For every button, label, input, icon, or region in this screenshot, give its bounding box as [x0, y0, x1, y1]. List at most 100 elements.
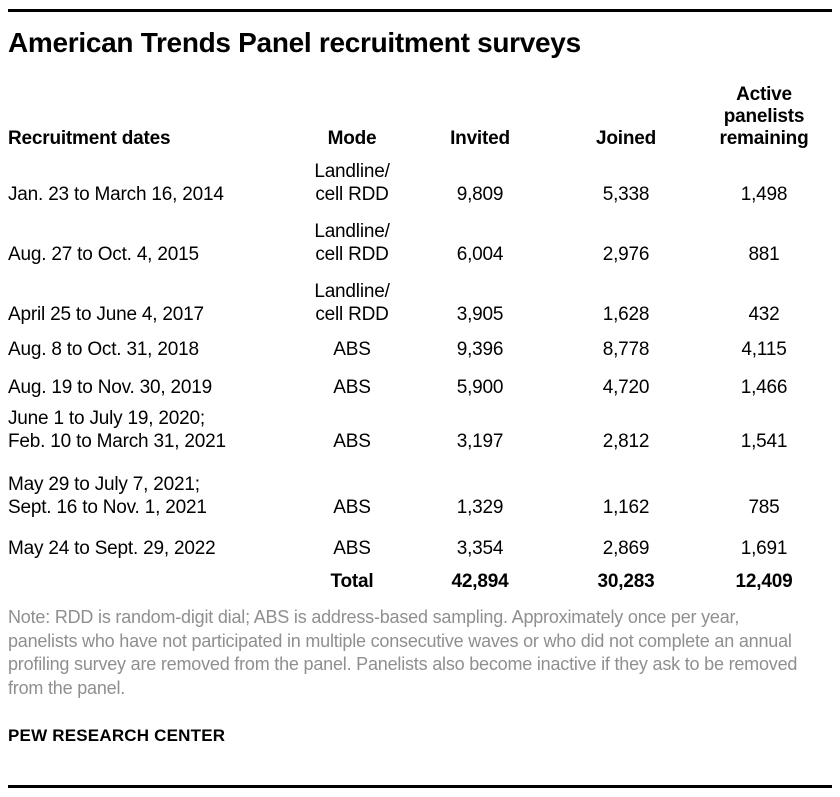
cell-mode-text: cell RDD — [315, 244, 389, 265]
cell-mode-text: Landline/ — [314, 281, 390, 302]
cell-remaining: 881 — [696, 243, 832, 266]
cell-joined-text: 1,162 — [602, 497, 650, 518]
cell-invited-text: 6,004 — [456, 244, 504, 265]
cell-mode: ABS — [300, 376, 404, 399]
cell-invited: 3,197 — [404, 430, 556, 453]
cell-invited: 1,329 — [404, 496, 556, 519]
table-row: Aug. 19 to Nov. 30, 2019 ABS 5,900 4,720 1,4… — [8, 361, 832, 399]
cell-mode-text: ABS — [333, 377, 371, 398]
header-recruitment-dates: Recruitment dates — [8, 128, 171, 149]
cell-remaining-text: 1,541 — [740, 431, 788, 452]
total-remaining: 12,409 — [735, 571, 793, 592]
header-active-panelists-remaining: Active panelists remaining — [696, 84, 832, 150]
cell-mode: ABS — [300, 537, 404, 560]
cell-invited: 9,809 — [404, 183, 556, 206]
cell-recruitment-dates: Aug. 19 to Nov. 30, 2019 — [8, 376, 300, 399]
table-row: Aug. 8 to Oct. 31, 2018 ABS 9,396 8,778 4,11… — [8, 326, 832, 361]
bottom-rule — [8, 785, 832, 788]
cell-mode-text: Landline/ — [314, 161, 390, 182]
cell-invited: 3,905 — [404, 303, 556, 326]
cell-joined: 2,812 — [556, 430, 696, 453]
cell-mode-text: ABS — [333, 497, 371, 518]
cell-remaining-text: 785 — [748, 497, 780, 518]
cell-mode: Landline/cell RDD — [300, 160, 404, 206]
cell-recruitment-dates-text: Sept. 16 to Nov. 1, 2021 — [8, 497, 207, 518]
header-remaining-line: remaining — [719, 128, 809, 149]
cell-joined: 2,869 — [556, 537, 696, 560]
cell-mode: ABS — [300, 496, 404, 519]
table-note: Note: RDD is random-digit dial; ABS is a… — [8, 607, 798, 698]
cell-recruitment-dates-text: May 24 to Sept. 29, 2022 — [8, 538, 216, 559]
cell-invited-text: 5,900 — [456, 377, 504, 398]
cell-recruitment-dates-text: April 25 to June 4, 2017 — [8, 304, 204, 325]
cell-invited-text: 1,329 — [456, 497, 504, 518]
cell-mode-text: ABS — [333, 538, 371, 559]
cell-recruitment-dates: June 1 to July 19, 2020; Feb. 10 to March… — [8, 407, 300, 453]
cell-joined: 2,976 — [556, 243, 696, 266]
cell-joined: 1,162 — [556, 496, 696, 519]
cell-mode: ABS — [300, 338, 404, 361]
table-row: May 29 to July 7, 2021; Sept. 16 to Nov. … — [8, 453, 832, 519]
cell-recruitment-dates: Aug. 27 to Oct. 4, 2015 — [8, 243, 300, 266]
cell-joined-text: 5,338 — [602, 184, 650, 205]
cell-joined-text: 2,812 — [602, 431, 650, 452]
cell-mode: Landline/cell RDD — [300, 220, 404, 266]
cell-recruitment-dates-text: Aug. 8 to Oct. 31, 2018 — [8, 339, 199, 360]
cell-joined-text: 2,869 — [602, 538, 650, 559]
table-row: April 25 to June 4, 2017 Landline/cell RD… — [8, 266, 832, 326]
cell-remaining: 1,466 — [696, 376, 832, 399]
cell-mode-text: cell RDD — [315, 184, 389, 205]
cell-recruitment-dates: Aug. 8 to Oct. 31, 2018 — [8, 338, 300, 361]
figure-page: American Trends Panel recruitment survey… — [0, 9, 840, 797]
cell-joined-text: 1,628 — [602, 304, 650, 325]
cell-recruitment-dates: May 24 to Sept. 29, 2022 — [8, 537, 300, 560]
header-remaining-line: panelists — [723, 106, 805, 127]
header-remaining-line: Active — [736, 84, 792, 105]
cell-remaining-text: 881 — [748, 244, 780, 265]
cell-recruitment-dates-text: Aug. 27 to Oct. 4, 2015 — [8, 244, 199, 265]
table-header-row: Recruitment dates Mode Invited Joined Ac… — [8, 76, 832, 150]
cell-recruitment-dates: April 25 to June 4, 2017 — [8, 303, 300, 326]
cell-mode: ABS — [300, 430, 404, 453]
cell-joined-text: 4,720 — [602, 377, 650, 398]
cell-joined: 8,778 — [556, 338, 696, 361]
cell-joined: 4,720 — [556, 376, 696, 399]
total-label: Total — [330, 571, 374, 592]
cell-mode-text: ABS — [333, 339, 371, 360]
total-joined: 30,283 — [597, 571, 655, 592]
cell-remaining-text: 1,691 — [740, 538, 788, 559]
cell-recruitment-dates-text: Feb. 10 to March 31, 2021 — [8, 431, 226, 452]
table-rows: Jan. 23 to March 16, 2014 Landline/cell R… — [8, 150, 832, 560]
cell-remaining-text: 1,498 — [740, 184, 788, 205]
cell-invited-text: 3,905 — [456, 304, 504, 325]
cell-invited-text: 3,197 — [456, 431, 504, 452]
cell-joined-text: 2,976 — [602, 244, 650, 265]
table-row: Aug. 27 to Oct. 4, 2015 Landline/cell RDD… — [8, 206, 832, 266]
cell-invited-text: 9,809 — [456, 184, 504, 205]
cell-joined-text: 8,778 — [602, 339, 650, 360]
cell-remaining-text: 1,466 — [740, 377, 788, 398]
cell-recruitment-dates-text: Aug. 19 to Nov. 30, 2019 — [8, 377, 212, 398]
cell-remaining-text: 432 — [748, 304, 780, 325]
cell-mode-text: Landline/ — [314, 221, 390, 242]
cell-invited: 6,004 — [404, 243, 556, 266]
cell-remaining: 1,498 — [696, 183, 832, 206]
cell-remaining: 785 — [696, 496, 832, 519]
cell-joined: 1,628 — [556, 303, 696, 326]
cell-invited-text: 3,354 — [456, 538, 504, 559]
cell-invited: 5,900 — [404, 376, 556, 399]
table-row: June 1 to July 19, 2020; Feb. 10 to March… — [8, 399, 832, 453]
cell-recruitment-dates-text: Jan. 23 to March 16, 2014 — [8, 184, 224, 205]
cell-remaining: 1,691 — [696, 537, 832, 560]
cell-remaining-text: 4,115 — [741, 339, 787, 360]
header-joined: Joined — [595, 128, 657, 149]
cell-mode: Landline/cell RDD — [300, 280, 404, 326]
header-mode: Mode — [327, 128, 377, 149]
table-row: May 24 to Sept. 29, 2022 ABS 3,354 2,869 1,6… — [8, 519, 832, 560]
top-rule — [8, 9, 832, 12]
table-row: Jan. 23 to March 16, 2014 Landline/cell R… — [8, 150, 832, 206]
cell-recruitment-dates-text: June 1 to July 19, 2020; — [8, 408, 205, 429]
cell-remaining: 432 — [696, 303, 832, 326]
header-invited: Invited — [450, 128, 510, 149]
source-label: PEW RESEARCH CENTER — [8, 726, 226, 745]
